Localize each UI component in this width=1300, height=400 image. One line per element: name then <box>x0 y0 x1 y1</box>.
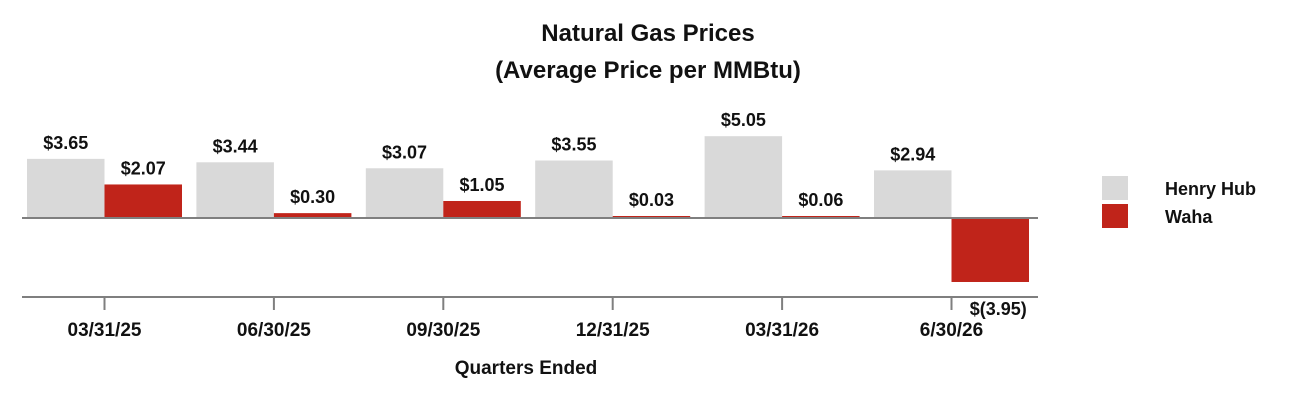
bar-waha-1 <box>104 184 182 218</box>
x-tick-label-6: 6/30/26 <box>920 320 983 341</box>
bar-henry-hub-4 <box>535 160 613 218</box>
data-label-henry-hub-3: $3.07 <box>382 142 427 162</box>
bar-henry-hub-3 <box>365 168 444 218</box>
x-tick-label-4: 12/31/25 <box>576 320 650 341</box>
bar-waha-2 <box>273 213 352 218</box>
legend-swatch-henry-hub <box>1102 176 1128 200</box>
bar-henry-hub-2 <box>196 162 274 218</box>
data-label-henry-hub-5: $5.05 <box>721 110 766 130</box>
bar-waha-6 <box>951 218 1029 282</box>
x-tick-label-3: 09/30/25 <box>406 320 480 341</box>
data-label-waha-1: $2.07 <box>121 158 166 178</box>
bar-henry-hub-1 <box>27 158 105 218</box>
legend-label-henry-hub: Henry Hub <box>1165 179 1256 199</box>
legend: Henry Hub Waha <box>1102 176 1256 228</box>
data-label-waha-4: $0.03 <box>629 190 674 210</box>
legend-swatch-waha <box>1102 204 1128 228</box>
chart-title: Natural Gas Prices <box>541 20 754 47</box>
bar-henry-hub-5 <box>704 136 783 218</box>
data-label-henry-hub-4: $3.55 <box>551 134 596 154</box>
x-ticks-group: 03/31/25 06/30/25 09/30/25 12/31/25 03/31/26… <box>68 297 983 341</box>
data-label-henry-hub-1: $3.65 <box>43 133 88 153</box>
bars-group: $3.65 $2.07 $3.44 $0.30 $3.07 $1.05 $3.55 $0.03… <box>27 110 1029 319</box>
data-label-henry-hub-6: $2.94 <box>890 144 935 164</box>
x-tick-label-1: 03/31/25 <box>68 320 142 341</box>
x-axis-label: Quarters Ended <box>455 358 598 379</box>
data-label-waha-5: $0.06 <box>798 190 843 210</box>
data-label-waha-6: $(3.95) <box>970 299 1027 319</box>
x-tick-label-2: 06/30/25 <box>237 320 311 341</box>
x-tick-label-5: 03/31/26 <box>745 320 819 341</box>
data-label-waha-2: $0.30 <box>290 187 335 207</box>
bar-waha-3 <box>443 200 521 218</box>
legend-label-waha: Waha <box>1165 207 1213 227</box>
bar-henry-hub-6 <box>874 170 952 218</box>
chart-subtitle: (Average Price per MMBtu) <box>495 57 801 84</box>
data-label-henry-hub-2: $3.44 <box>213 136 258 156</box>
data-label-waha-3: $1.05 <box>460 175 505 195</box>
